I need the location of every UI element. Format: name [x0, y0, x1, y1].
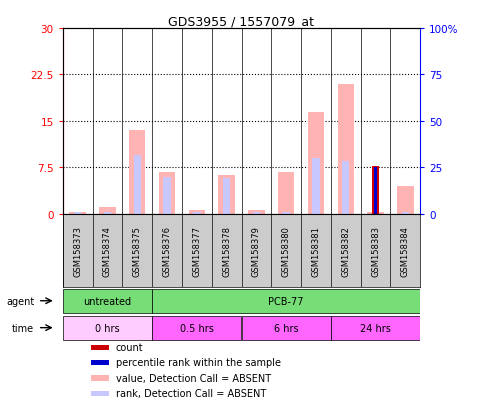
Bar [133, 156, 141, 214]
Bar [163, 177, 171, 214]
Bar [70, 213, 86, 214]
Text: GSM158381: GSM158381 [312, 225, 320, 276]
Text: time: time [12, 323, 34, 333]
Text: GSM158376: GSM158376 [163, 225, 171, 276]
Text: GSM158384: GSM158384 [401, 225, 410, 276]
Bar [248, 210, 265, 214]
Text: GSM158373: GSM158373 [73, 225, 82, 276]
Bar [401, 213, 409, 214]
Text: 6 hrs: 6 hrs [274, 323, 298, 333]
Text: percentile rank within the sample: percentile rank within the sample [116, 358, 281, 368]
Bar [372, 168, 379, 214]
Bar [331, 316, 420, 340]
Bar [338, 85, 354, 214]
Text: agent: agent [6, 296, 34, 306]
Bar [342, 162, 350, 214]
Text: GSM158375: GSM158375 [133, 225, 142, 276]
Bar [152, 289, 420, 313]
Bar [99, 208, 115, 214]
Text: GSM158377: GSM158377 [192, 225, 201, 276]
Bar [278, 172, 294, 214]
Text: 0.5 hrs: 0.5 hrs [180, 323, 214, 333]
Bar [283, 213, 290, 214]
Text: value, Detection Call = ABSENT: value, Detection Call = ABSENT [116, 373, 271, 383]
Text: rank, Detection Call = ABSENT: rank, Detection Call = ABSENT [116, 388, 266, 398]
Bar [223, 178, 230, 214]
Bar [397, 187, 413, 214]
Bar [129, 131, 145, 214]
Bar [63, 316, 152, 340]
Bar [91, 360, 109, 366]
Bar [253, 213, 260, 214]
Text: GSM158380: GSM158380 [282, 225, 291, 276]
Text: untreated: untreated [84, 296, 131, 306]
Text: GSM158383: GSM158383 [371, 225, 380, 276]
Text: 0 hrs: 0 hrs [95, 323, 120, 333]
Bar [74, 213, 82, 214]
Bar [91, 375, 109, 381]
Bar [152, 316, 242, 340]
Text: GSM158374: GSM158374 [103, 225, 112, 276]
Bar [308, 112, 324, 214]
Bar [312, 159, 320, 214]
Bar [91, 391, 109, 396]
Bar [193, 213, 200, 214]
Text: 24 hrs: 24 hrs [360, 323, 391, 333]
Bar [91, 345, 109, 350]
Bar [104, 213, 111, 214]
Bar [372, 166, 379, 214]
Bar [218, 176, 235, 214]
Bar [159, 172, 175, 214]
Bar [368, 213, 384, 214]
Text: GSM158378: GSM158378 [222, 225, 231, 276]
Bar [374, 168, 377, 214]
Text: GSM158379: GSM158379 [252, 225, 261, 276]
Bar [63, 289, 152, 313]
Text: count: count [116, 342, 143, 352]
Bar [189, 210, 205, 214]
Bar [242, 316, 331, 340]
Text: GSM158382: GSM158382 [341, 225, 350, 276]
Title: GDS3955 / 1557079_at: GDS3955 / 1557079_at [169, 15, 314, 28]
Text: PCB-77: PCB-77 [269, 296, 304, 306]
